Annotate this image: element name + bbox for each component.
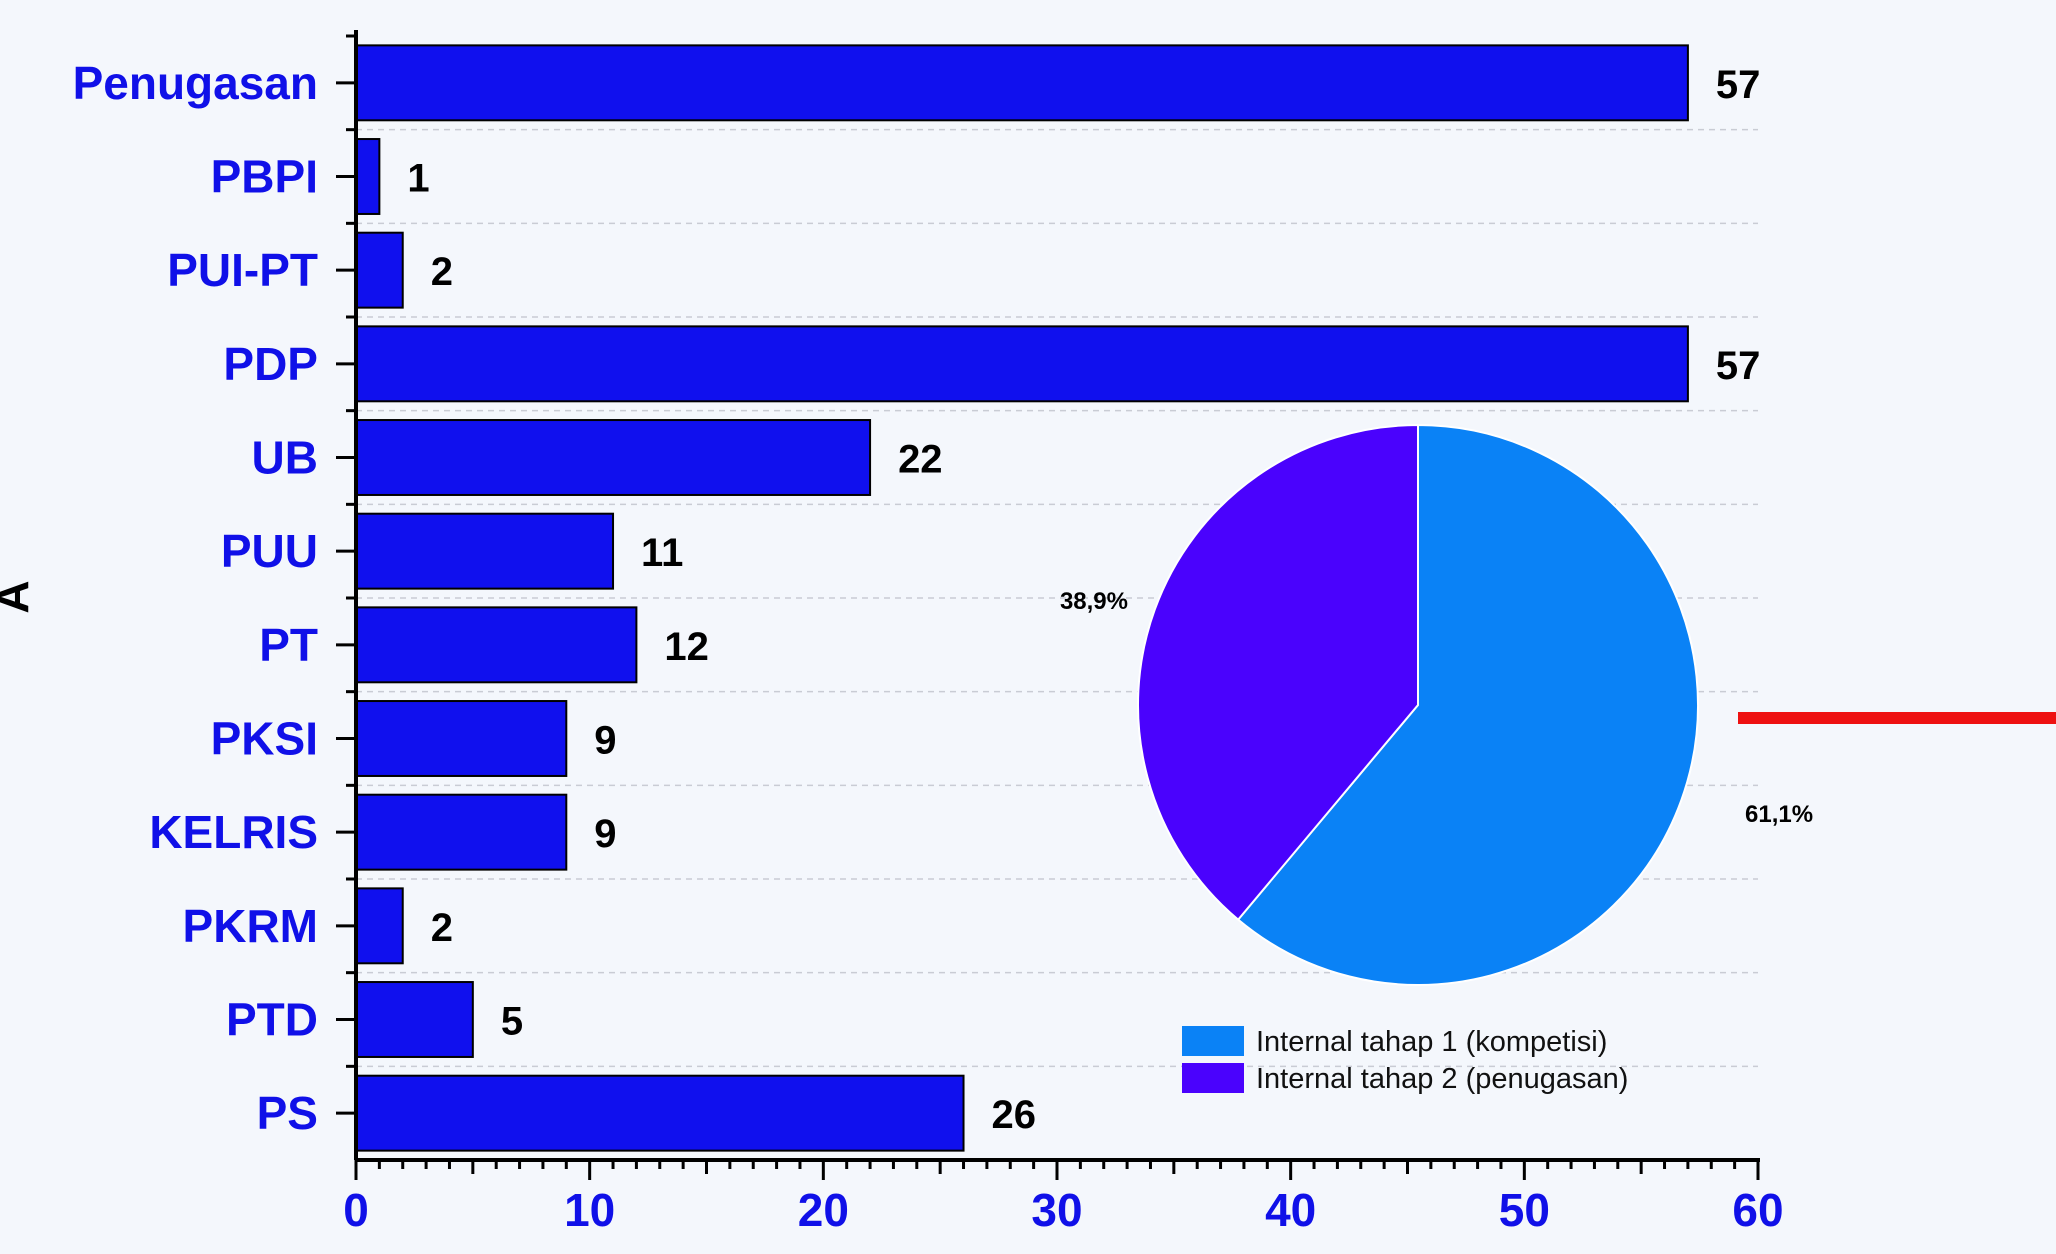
category-label: PUU (221, 525, 318, 577)
bar-pksi (355, 700, 568, 777)
category-label: PTD (226, 994, 318, 1046)
bar-pkrm (355, 887, 404, 965)
legend-label: Internal tahap 2 (penugasan) (1256, 1063, 1628, 1095)
y-axis-title: A (0, 580, 38, 613)
value-label: 5 (501, 1000, 523, 1044)
legend-label: Internal tahap 1 (kompetisi) (1256, 1026, 1607, 1058)
bar-ub (355, 419, 872, 496)
bar-puu (355, 512, 615, 590)
category-label: PDP (223, 338, 318, 390)
axes: Penugasan PBPI PUI-PT PDP UB PUU PT PKSI KELRIS P… (73, 30, 1784, 1236)
value-label: 9 (594, 719, 616, 763)
value-label: 1 (407, 157, 429, 201)
x-tick-label: 50 (1499, 1184, 1550, 1236)
bar-pbpi (355, 138, 381, 215)
x-tick-label: 30 (1031, 1184, 1082, 1236)
value-label: 2 (431, 906, 453, 950)
legend-swatch (1182, 1026, 1244, 1056)
category-label: Penugasan (73, 57, 318, 109)
bar-pui-pt (355, 231, 404, 309)
bar-penugasan (355, 44, 1689, 122)
pie-slice (1137, 423, 1419, 922)
legend-swatch (1182, 1063, 1244, 1093)
bar-kelris (355, 793, 568, 871)
bar-pt (355, 606, 638, 684)
bar-pdp (355, 325, 1689, 403)
value-label: 26 (992, 1093, 1037, 1137)
x-tick-label: 60 (1732, 1184, 1783, 1236)
x-tick-label: 40 (1265, 1184, 1316, 1236)
value-label: 57 (1716, 63, 1761, 107)
pie-chart: 61,1% 38,9% (1060, 423, 1813, 986)
value-label: 12 (664, 625, 709, 669)
category-label: UB (252, 432, 318, 484)
value-label: 9 (594, 812, 616, 856)
category-label: PT (259, 619, 318, 671)
category-label: PUI-PT (167, 244, 318, 296)
bar-ptd (355, 981, 474, 1058)
pie-slice (1236, 423, 1699, 986)
category-label: PKSI (211, 713, 318, 765)
value-label: 11 (641, 531, 683, 575)
pie-percent-label: 61,1% (1745, 801, 1813, 828)
category-label: PS (257, 1087, 318, 1139)
category-label: PBPI (211, 151, 318, 203)
category-label: PKRM (183, 900, 318, 952)
value-label: 22 (898, 438, 943, 482)
category-label: KELRIS (149, 806, 318, 858)
x-tick-label: 10 (564, 1184, 615, 1236)
pie-legend: Internal tahap 1 (kompetisi) Internal tah… (1182, 1026, 1628, 1095)
pie-percent-label: 38,9% (1060, 588, 1128, 615)
bar-ps (355, 1074, 965, 1152)
value-label: 57 (1716, 344, 1761, 388)
x-tick-label: 0 (343, 1184, 369, 1236)
value-label: 2 (431, 250, 453, 294)
x-tick-label: 20 (798, 1184, 849, 1236)
